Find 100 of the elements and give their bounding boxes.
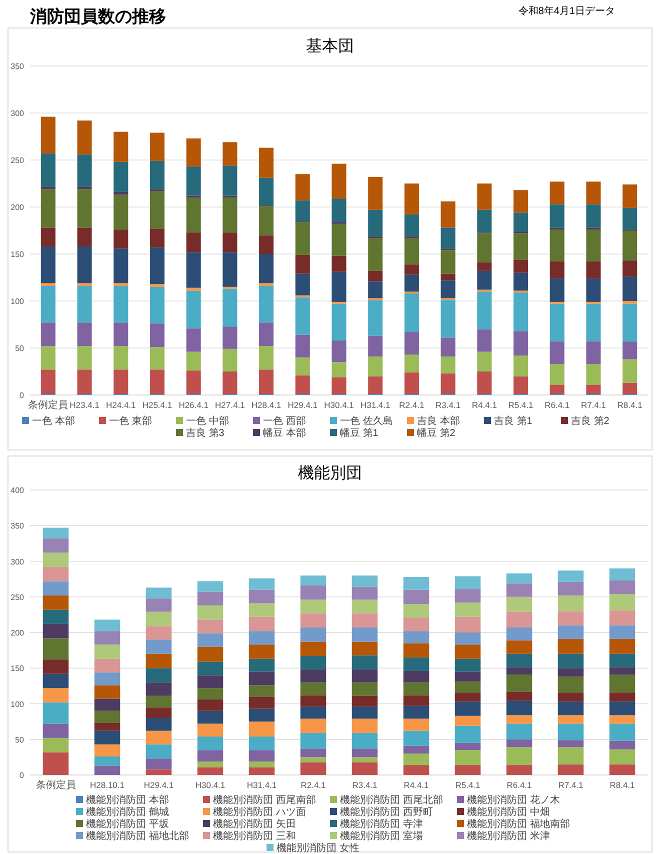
bar xyxy=(454,602,481,617)
bar xyxy=(197,675,224,688)
bar xyxy=(403,682,430,696)
bar xyxy=(558,747,584,764)
bar xyxy=(352,586,378,600)
legend-label: 機能別消防団 三和 xyxy=(213,830,296,842)
bar xyxy=(506,739,532,748)
bar xyxy=(295,174,310,200)
bar xyxy=(403,670,430,682)
bar xyxy=(440,201,456,228)
bar xyxy=(300,695,326,707)
bar xyxy=(222,288,238,326)
bar xyxy=(42,738,69,752)
bar xyxy=(506,628,532,640)
bar xyxy=(259,370,274,394)
bar xyxy=(477,372,492,394)
bar xyxy=(404,372,419,394)
bar xyxy=(186,328,201,352)
bar xyxy=(403,576,430,590)
bar xyxy=(42,624,69,638)
legend-label: 機能別消防団 寺津 xyxy=(340,818,423,830)
x-tick-label: H24.4.1 xyxy=(106,400,136,410)
bar xyxy=(352,655,378,670)
bar xyxy=(42,581,69,596)
bar xyxy=(94,744,120,756)
bar xyxy=(352,576,378,587)
bar xyxy=(622,382,638,394)
bar xyxy=(114,162,128,192)
bar xyxy=(440,300,456,338)
bar xyxy=(300,748,326,758)
bar xyxy=(454,750,481,766)
bar xyxy=(77,228,92,246)
bar xyxy=(506,667,532,675)
x-tick-label: 条例定員 xyxy=(28,399,68,411)
bar xyxy=(586,384,601,394)
bar xyxy=(146,744,172,759)
bar xyxy=(300,757,326,762)
bar xyxy=(558,692,584,702)
x-tick-label: H26.4.1 xyxy=(178,400,209,410)
bar xyxy=(454,682,481,692)
bar xyxy=(197,699,224,711)
bar xyxy=(114,283,128,286)
bar xyxy=(114,248,128,284)
bar xyxy=(352,696,378,707)
bar xyxy=(197,605,224,620)
legend-label: 機能別消防団 女性 xyxy=(276,842,360,854)
bar xyxy=(42,610,69,624)
bar xyxy=(259,206,274,236)
bar xyxy=(332,362,346,378)
bar xyxy=(146,626,172,640)
bar xyxy=(186,232,201,252)
bar xyxy=(403,746,430,754)
bar xyxy=(94,631,120,645)
bar xyxy=(506,674,532,692)
bar xyxy=(622,304,638,342)
bar xyxy=(146,769,172,775)
bar xyxy=(404,293,419,332)
bar xyxy=(186,352,201,371)
legend-label: 機能別消防団 西野町 xyxy=(340,806,433,818)
bar xyxy=(506,765,532,775)
bar xyxy=(550,304,564,342)
bar xyxy=(622,230,638,261)
legend-label: 一色 中部 xyxy=(186,415,229,427)
bar xyxy=(295,334,310,358)
bar xyxy=(77,154,92,186)
bar xyxy=(558,595,584,612)
bar xyxy=(77,189,92,228)
bar xyxy=(368,376,383,394)
bar xyxy=(222,252,238,287)
bar xyxy=(403,765,430,775)
bar xyxy=(454,726,481,743)
bar xyxy=(146,718,172,731)
bar xyxy=(248,767,275,775)
legend-label: 機能別消防団 福地北部 xyxy=(86,830,189,842)
bar xyxy=(248,736,275,750)
bar xyxy=(477,233,492,262)
bar xyxy=(513,190,528,213)
bar xyxy=(197,724,224,737)
bar xyxy=(197,646,224,662)
bar xyxy=(94,644,120,659)
bar xyxy=(403,730,430,746)
y-tick-label: 350 xyxy=(10,62,25,71)
bar xyxy=(42,638,69,660)
bar xyxy=(454,589,481,603)
bar xyxy=(513,272,528,291)
bar xyxy=(94,672,120,686)
bar xyxy=(609,654,636,668)
bar xyxy=(550,341,564,364)
x-tick-label: R6.4.1 xyxy=(506,780,532,790)
x-tick-label: R5.4.1 xyxy=(455,780,481,790)
bar xyxy=(146,682,172,696)
bar xyxy=(506,573,532,584)
bar xyxy=(42,552,69,567)
bar xyxy=(222,372,238,394)
bar xyxy=(403,590,430,604)
bar xyxy=(368,210,383,236)
bar xyxy=(550,204,564,228)
bar xyxy=(146,654,172,668)
y-tick-label: 50 xyxy=(15,344,25,353)
bar xyxy=(248,616,275,632)
